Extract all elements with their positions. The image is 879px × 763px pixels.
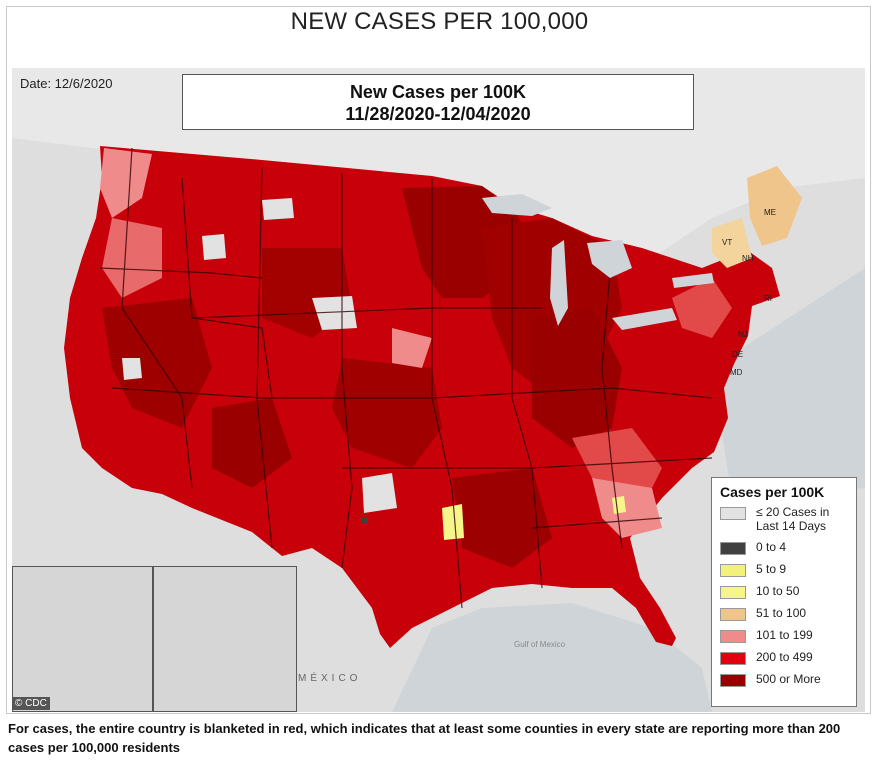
- legend-label: 0 to 4: [756, 540, 787, 554]
- legend-label: 5 to 9: [756, 562, 787, 576]
- alaska-inset: [12, 566, 153, 712]
- legend-swatch: [720, 586, 746, 599]
- legend-label: 10 to 50: [756, 584, 800, 598]
- state-label-nj: NJ: [738, 330, 748, 339]
- covid-case-map: Date: 12/6/2020 New Cases per 100K 11/28…: [12, 68, 865, 712]
- map-header-title: New Cases per 100K: [349, 82, 527, 102]
- legend-label: 51 to 100: [756, 606, 807, 620]
- legend-swatch: [720, 564, 746, 577]
- state-label-de: DE: [732, 350, 744, 359]
- map-date: Date: 12/6/2020: [20, 76, 113, 91]
- legend-item: 0 to 4: [720, 540, 848, 555]
- legend-label: 500 or More: [756, 672, 821, 686]
- legend-label: 200 to 499: [756, 650, 813, 664]
- legend-item: 200 to 499: [720, 650, 848, 665]
- legend-item: 500 or More: [720, 672, 848, 687]
- state-label-vt: VT: [722, 238, 733, 247]
- map-legend: Cases per 100K ≤ 20 Cases in Last 14 Day…: [711, 477, 857, 707]
- state-label-nh: NH: [742, 254, 754, 263]
- gulf-label: Gulf of Mexico: [514, 640, 566, 649]
- legend-item: 10 to 50: [720, 584, 848, 599]
- image-caption: For cases, the entire country is blanket…: [8, 721, 841, 755]
- page-title: NEW CASES PER 100,000: [290, 8, 589, 35]
- hawaii-inset: [153, 566, 297, 712]
- legend-swatch: [720, 630, 746, 643]
- legend-swatch: [720, 674, 746, 687]
- legend-item: ≤ 20 Cases in Last 14 Days: [720, 505, 848, 533]
- mexico-label: MÉXICO: [298, 673, 362, 684]
- state-label-ri: RI: [764, 294, 772, 303]
- legend-swatch: [720, 608, 746, 621]
- legend-swatch: [720, 652, 746, 665]
- legend-label: ≤ 20 Cases in Last 14 Days: [756, 505, 830, 533]
- legend-title: Cases per 100K: [720, 484, 825, 500]
- map-header-box: New Cases per 100K 11/28/2020-12/04/2020: [182, 74, 694, 130]
- legend-item: 101 to 199: [720, 628, 848, 643]
- legend-item: 51 to 100: [720, 606, 848, 621]
- legend-swatch: [720, 507, 746, 520]
- legend-item: 5 to 9: [720, 562, 848, 577]
- state-label-me: ME: [764, 208, 776, 217]
- legend-label: 101 to 199: [756, 628, 813, 642]
- state-label-md: MD: [730, 368, 743, 377]
- cdc-credit: © CDC: [12, 697, 50, 710]
- legend-swatch: [720, 542, 746, 555]
- map-header-date-range: 11/28/2020-12/04/2020: [345, 104, 531, 124]
